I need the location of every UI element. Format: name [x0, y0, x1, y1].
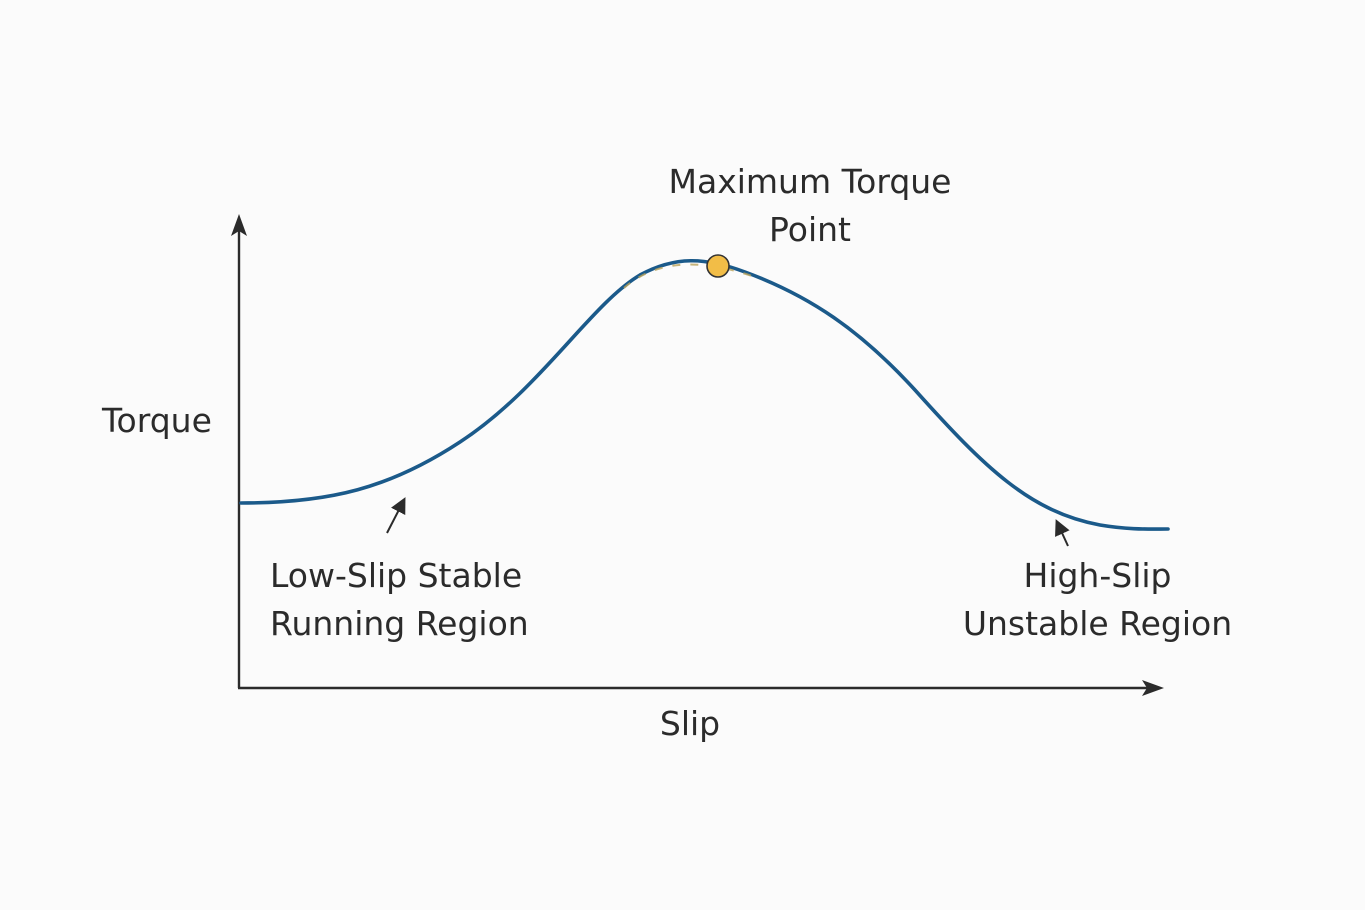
maximum-torque-marker: [706, 254, 730, 278]
maximum-torque-line2: Point: [769, 210, 851, 249]
high-slip-pointer-arrow: [1055, 519, 1070, 547]
x-axis-label: Slip: [659, 704, 721, 743]
y-axis-label: Torque: [102, 401, 212, 440]
x-axis-arrowhead: [1142, 680, 1164, 696]
maximum-torque-annotation: Maximum Torque Point: [640, 158, 980, 254]
high-slip-line2: Unstable Region: [962, 604, 1233, 643]
low-slip-pointer-arrow: [386, 497, 406, 534]
maximum-torque-line1: Maximum Torque: [668, 162, 952, 201]
low-slip-annotation: Low-Slip Stable Running Region: [270, 552, 570, 648]
low-slip-line2: Running Region: [270, 604, 529, 643]
low-slip-line1: Low-Slip Stable: [270, 556, 523, 595]
peak-highlight: [623, 263, 753, 289]
high-slip-line1: High-Slip: [1023, 556, 1172, 595]
torque-curve: [239, 258, 1170, 531]
high-slip-annotation: High-Slip Unstable Region: [955, 552, 1240, 648]
y-axis-arrowhead: [231, 214, 247, 236]
